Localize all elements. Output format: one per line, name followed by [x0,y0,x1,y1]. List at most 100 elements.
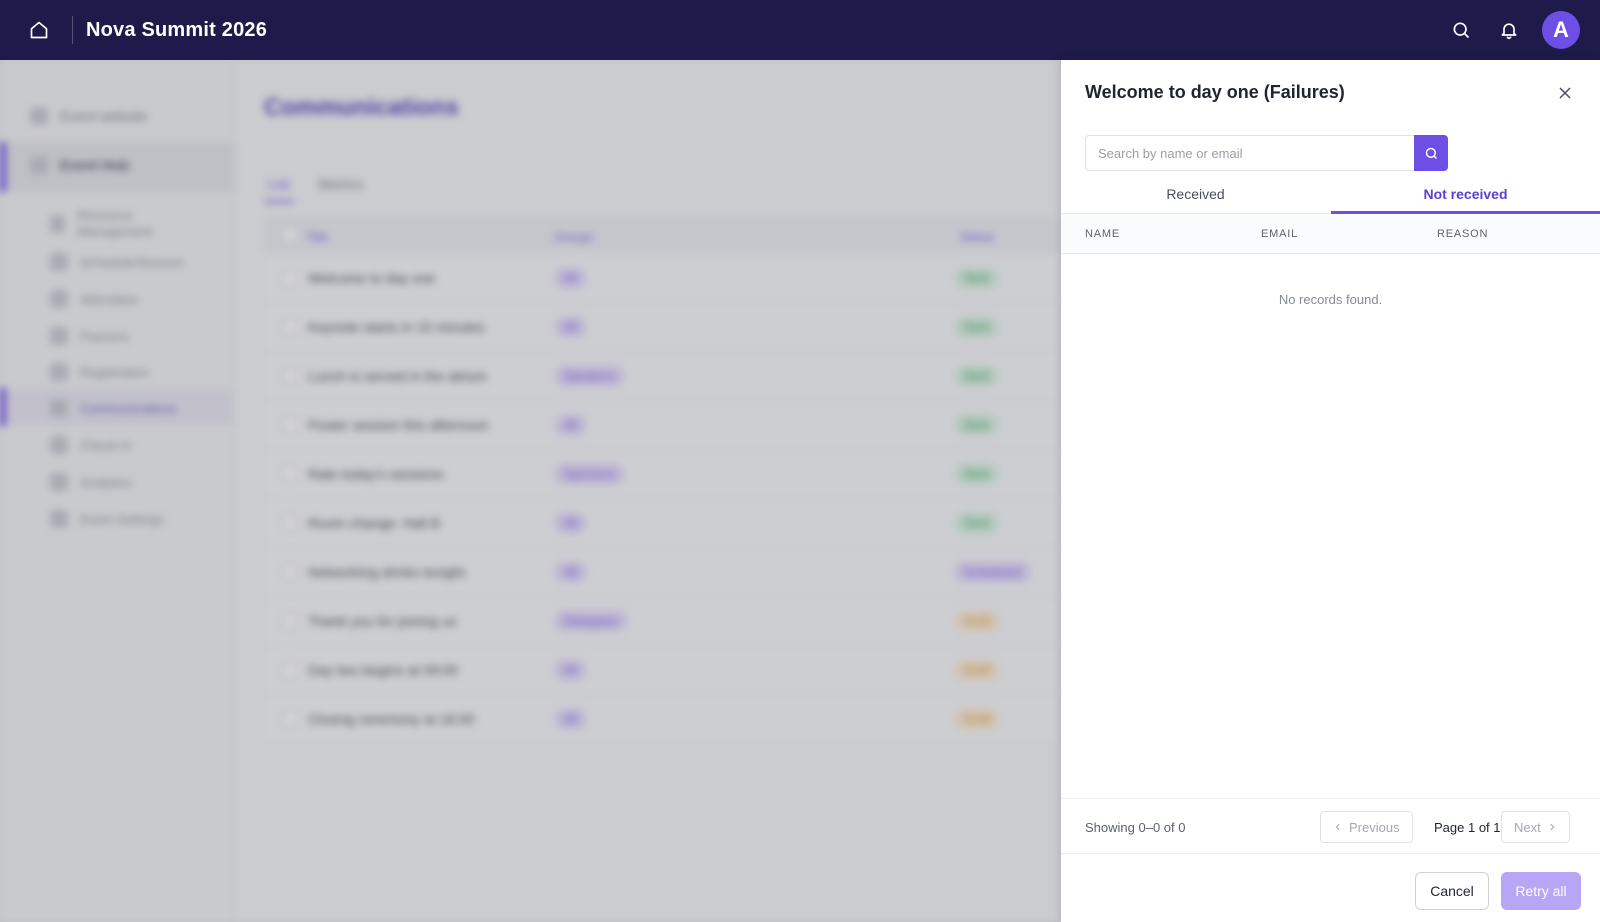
search-submit-button[interactable] [1414,135,1448,171]
gear-icon [50,510,68,528]
row-checkbox[interactable] [282,662,298,678]
message-icon [50,399,68,417]
sidebar-item-partners[interactable]: Partners [50,326,129,346]
row-title: Welcome to day one [308,270,436,286]
column-groups[interactable]: Groups [554,230,594,244]
recipient-tabs: Received Not received [1061,174,1600,214]
sidebar-sub-active-bar [0,388,6,426]
select-all-checkbox[interactable] [282,227,298,243]
briefcase-icon [50,327,68,345]
clipboard-icon [50,363,68,381]
group-badge: All [554,708,588,730]
status-badge: Sent [954,267,999,289]
row-checkbox[interactable] [282,368,298,384]
sidebar-item-registration[interactable]: Registration [50,362,149,382]
pagination-bar: Showing 0–0 of 0 Previous Page 1 of 1 Ne… [1061,798,1600,854]
table-row[interactable]: Closing ceremony at 16:00 All Draft [264,695,1061,744]
row-checkbox[interactable] [282,711,298,727]
row-checkbox[interactable] [282,466,298,482]
table-row[interactable]: Lunch is served in the atrium Speakers Sen… [264,352,1061,401]
cancel-button[interactable]: Cancel [1415,872,1489,910]
column-title[interactable]: Title [306,230,329,244]
close-icon [1559,87,1571,99]
previous-page-button[interactable]: Previous [1320,811,1413,843]
sidebar-active-bar [0,142,6,192]
sidebar-item-event-settings[interactable]: Event Settings [50,509,164,529]
search-icon [1425,147,1437,159]
row-title: Day two begins at 09:00 [308,662,459,678]
search-input[interactable] [1085,135,1415,171]
user-avatar[interactable]: A [1542,11,1580,49]
search-button[interactable] [1446,15,1476,45]
home-icon [30,21,48,39]
table-row[interactable]: Welcome to day one All Sent [264,254,1061,303]
empty-state: No records found. [1278,292,1383,307]
row-title: Lunch is served in the atrium [308,368,487,384]
tab-list[interactable]: List [268,176,290,192]
app-title: Nova Summit 2026 [86,18,268,41]
row-title: Closing ceremony at 16:00 [308,711,475,727]
background-page: Event website Event Hub Resource Managem… [0,60,1061,922]
row-checkbox[interactable] [282,319,298,335]
retry-all-button[interactable]: Retry all [1501,872,1581,910]
sidebar-item-schedule[interactable]: Schedule/Session [50,252,184,272]
failures-panel: Welcome to day one (Failures) Received N… [1061,60,1600,922]
sidebar-sub-highlight [0,388,235,426]
group-badge: All [554,659,588,681]
table-row[interactable]: Networking drinks tonight All Scheduled [264,548,1061,597]
globe-icon [30,107,48,125]
row-checkbox[interactable] [282,417,298,433]
group-badge: All [554,414,588,436]
sidebar-item-event-website[interactable]: Event website [30,106,147,126]
table-row[interactable]: Thank you for joining us Delegates Draft [264,597,1061,646]
close-button[interactable] [1552,80,1578,106]
status-badge: Draft [954,659,1001,681]
group-badge: Sponsors [554,463,625,485]
column-reason: REASON [1437,228,1489,240]
tab-received[interactable]: Received [1166,186,1225,202]
sidebar-item-resource-management[interactable]: Resource Management [50,206,190,242]
row-checkbox[interactable] [282,270,298,286]
table-row[interactable]: Room change: Hall B All Sent [264,499,1061,548]
notifications-button[interactable] [1494,15,1524,45]
sidebar-item-event-hub[interactable]: Event Hub [30,155,129,175]
row-title: Thank you for joining us [308,613,457,629]
sidebar-item-attendees[interactable]: Attendees [50,289,139,309]
status-badge: Sent [954,365,999,387]
status-badge: Scheduled [954,561,1031,583]
row-title: Room change: Hall B [308,515,441,531]
modal-overlay[interactable] [0,60,1061,922]
group-badge: All [554,512,588,534]
sidebar-item-communications[interactable]: Communications [50,398,177,418]
table-row[interactable]: Day two begins at 09:00 All Draft [264,646,1061,695]
next-page-button[interactable]: Next [1501,811,1570,843]
checkin-icon [50,436,68,454]
row-checkbox[interactable] [282,613,298,629]
hub-icon [30,156,48,174]
recipients-table-header: NAME EMAIL REASON [1061,214,1600,254]
row-checkbox[interactable] [282,515,298,531]
table-row[interactable]: Poster session this afternoon All Sent [264,401,1061,450]
group-badge: All [554,267,588,289]
status-badge: Sent [954,463,999,485]
sidebar-item-analytics[interactable]: Analytics [50,472,132,492]
row-checkbox[interactable] [282,564,298,580]
active-tab-underline [1331,211,1600,214]
search-icon [1453,22,1470,39]
row-title: Rate today's sessions [308,466,444,482]
tab-not-received[interactable]: Not received [1423,186,1508,202]
table-header [264,216,1061,254]
folder-icon [50,215,66,233]
showing-count: Showing 0–0 of 0 [1085,819,1186,835]
home-button[interactable] [20,11,58,49]
chevron-right-icon [1550,823,1555,831]
row-title: Networking drinks tonight [308,564,466,580]
sidebar-item-check-in[interactable]: Check-in [50,435,131,455]
table-row[interactable]: Rate today's sessions Sponsors Sent [264,450,1061,499]
table-row[interactable]: Keynote starts in 15 minutes All Sent [264,303,1061,352]
group-badge: Delegates [554,610,629,632]
bell-icon [1501,23,1517,40]
tab-metrics[interactable]: Metrics [318,176,364,192]
status-badge: Sent [954,414,999,436]
column-status[interactable]: Status [960,230,995,244]
